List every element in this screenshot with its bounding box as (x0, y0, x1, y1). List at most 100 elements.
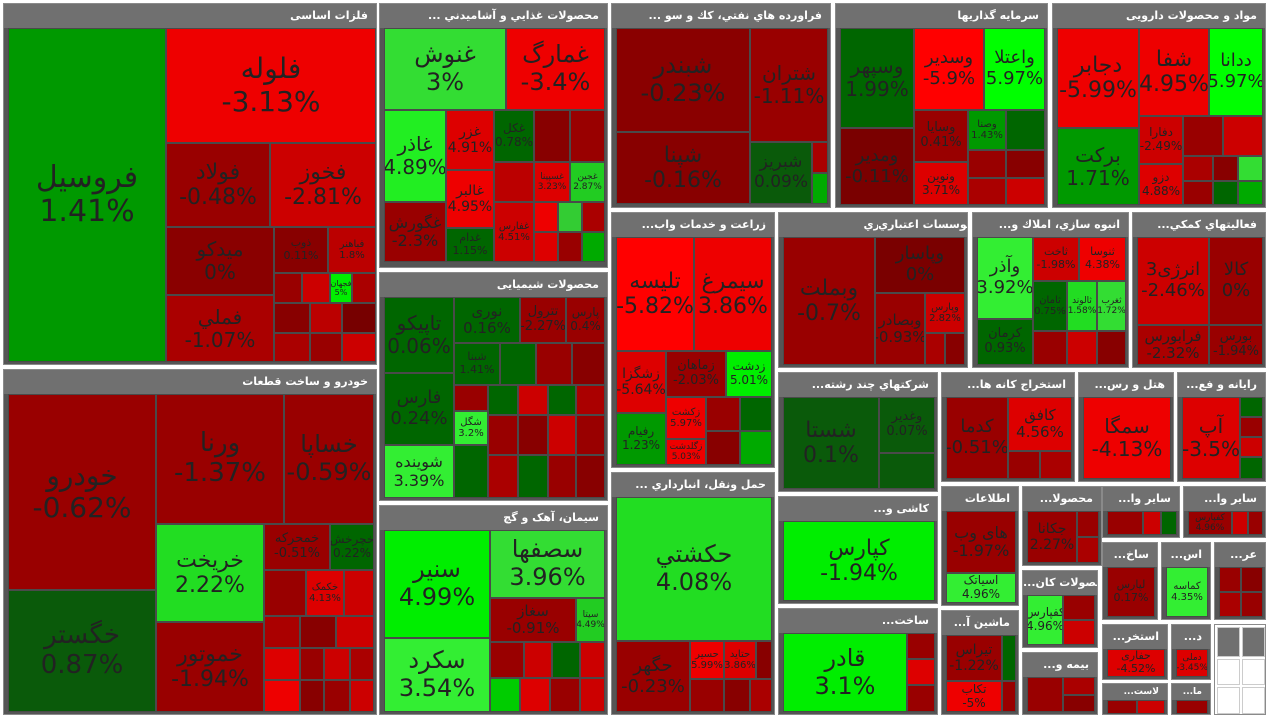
tile-zdasht[interactable]: زدشت 5.01% (726, 351, 772, 397)
tile-hafari[interactable]: حفاری -4.52% (1107, 649, 1165, 677)
small-tile[interactable] (576, 415, 605, 455)
small-tile[interactable] (1008, 451, 1040, 479)
tile-bourse[interactable]: بورس -1.94% (1209, 325, 1263, 365)
tile-ghader[interactable]: کفپارس 4.96% (1027, 595, 1063, 645)
tile-vapasar[interactable]: وپاسار 0% (875, 237, 965, 293)
tile-htayd[interactable]: حتاید 3.86% (724, 641, 756, 679)
tile-midko[interactable]: میدکو 0% (166, 227, 274, 295)
tile-dmeli[interactable]: دملی -3.45% (1176, 649, 1208, 677)
tile-kadma[interactable]: کدما -0.51% (946, 397, 1008, 479)
small-tile[interactable] (1241, 567, 1263, 592)
tile-vaghadir[interactable]: وغدیر 0.07% (879, 397, 935, 453)
small-tile[interactable] (945, 333, 965, 365)
tile-vanovin[interactable]: ونوین 3.71% (914, 162, 968, 205)
small-tile[interactable] (536, 343, 572, 385)
small-tile[interactable] (324, 680, 350, 712)
small-tile[interactable] (740, 431, 772, 465)
tiny-cell[interactable] (1242, 627, 1265, 657)
tile-tiras[interactable]: تیراس -1.22% (946, 635, 1002, 681)
tile-ghfars[interactable]: غفارس 4.51% (494, 202, 534, 262)
small-tile[interactable] (274, 333, 310, 362)
small-tile[interactable] (1240, 457, 1263, 479)
tile-sita[interactable]: سیتا 4.49% (576, 598, 605, 642)
tile-asiatek[interactable]: اسیاتک 4.96% (946, 573, 1016, 603)
small-tile[interactable] (1213, 181, 1238, 205)
small-tile[interactable] (1238, 181, 1263, 205)
small-tile[interactable] (1248, 511, 1263, 535)
small-tile[interactable] (756, 641, 772, 679)
small-tile[interactable] (264, 680, 300, 712)
tile-saman[interactable]: ثامان 0.75% (1033, 281, 1067, 331)
tile-dadana[interactable]: ددانا 5.97% (1209, 28, 1263, 116)
small-tile[interactable] (1006, 178, 1045, 205)
small-tile[interactable] (1219, 567, 1241, 592)
small-tile[interactable] (907, 633, 935, 659)
small-tile[interactable] (1040, 451, 1072, 479)
small-tile[interactable] (1027, 677, 1063, 712)
small-tile[interactable] (454, 385, 488, 411)
small-tile[interactable] (740, 397, 772, 431)
small-tile[interactable] (518, 455, 548, 498)
small-tile[interactable] (488, 385, 518, 415)
small-tile[interactable] (518, 385, 548, 415)
small-tile[interactable] (310, 303, 342, 333)
tile-kpars[interactable]: کفپارس 4.96% (1188, 511, 1232, 535)
tile-vasadir[interactable]: وسدیر -5.9% (914, 28, 984, 110)
small-tile[interactable] (812, 173, 828, 204)
tile-shabna[interactable]: شبنا 1.41% (454, 343, 500, 385)
tile-ghalbar[interactable]: غالبر 4.95% (446, 170, 494, 228)
tile-fkhooz[interactable]: فخوز -2.81% (270, 143, 376, 227)
tile-telise[interactable]: تلیسه -5.82% (616, 237, 694, 351)
small-tile[interactable] (494, 162, 534, 202)
small-tile[interactable] (300, 680, 324, 712)
tile-zmahan[interactable]: زماهان -2.03% (666, 351, 726, 397)
tile-shafa[interactable]: شفا 4.95% (1139, 28, 1209, 116)
small-tile[interactable] (1006, 150, 1045, 178)
tile-hiweb[interactable]: های وب -1.97% (946, 511, 1016, 573)
tiny-cell[interactable] (1217, 659, 1240, 685)
small-tile[interactable] (580, 678, 605, 712)
tile-energy3[interactable]: انرژی3 -2.46% (1137, 237, 1209, 325)
tile-ghakal[interactable]: غكل 0.78% (494, 110, 534, 162)
small-tile[interactable] (570, 110, 605, 162)
tile-vabmellat[interactable]: وبملت -0.7% (783, 237, 875, 365)
tile-khgostar[interactable]: خگستر 0.87% (8, 590, 156, 712)
small-tile[interactable] (558, 202, 582, 232)
small-tile[interactable] (274, 303, 310, 333)
tile-tapiko[interactable]: تاپیکو 0.06% (384, 297, 454, 373)
tile-varna[interactable]: ورنا -1.37% (156, 394, 284, 524)
tile-farabourse[interactable]: فرابورس -2.32% (1137, 325, 1209, 365)
small-tile[interactable] (1077, 511, 1099, 537)
tile-vasana[interactable]: وصنا 1.43% (968, 110, 1006, 150)
small-tile[interactable] (548, 455, 576, 498)
tile-kerman[interactable]: کرمان 0.93% (977, 319, 1033, 365)
small-tile[interactable] (750, 679, 772, 712)
tile-fjahan[interactable]: فجهان 5% (330, 273, 352, 303)
small-tile[interactable] (1002, 681, 1016, 712)
tile-hgohar[interactable]: حگهر -0.23% (616, 641, 690, 712)
small-tile[interactable] (968, 150, 1006, 178)
small-tile[interactable] (1183, 156, 1213, 181)
tile-khmoharekeh[interactable]: خمحرکه -0.51% (264, 524, 330, 570)
small-tile[interactable] (1097, 331, 1126, 365)
small-tile[interactable] (925, 333, 945, 365)
small-tile[interactable] (488, 415, 518, 455)
tile-zshgza[interactable]: زشگزا -5.64% (616, 351, 666, 413)
small-tile[interactable] (907, 659, 935, 685)
small-tile[interactable] (582, 202, 605, 232)
small-tile[interactable] (1063, 620, 1095, 645)
small-tile[interactable] (302, 273, 330, 303)
tile-kafpars[interactable]: کپارس -1.94% (783, 521, 935, 601)
tile-samga[interactable]: سمگا -4.13% (1083, 397, 1171, 479)
small-tile[interactable] (300, 616, 336, 648)
tile-kmase[interactable]: کماسه 4.35% (1166, 567, 1208, 617)
tile-hsir[interactable]: حسیر 5.99% (690, 641, 724, 679)
small-tile[interactable] (264, 616, 300, 648)
tile-fbahonar[interactable]: فباهنر 1.8% (328, 227, 376, 273)
small-tile[interactable] (550, 678, 580, 712)
small-tile[interactable] (342, 303, 376, 333)
small-tile[interactable] (488, 455, 518, 498)
tile-zob[interactable]: ذوب 0.11% (274, 227, 328, 273)
small-tile[interactable] (580, 642, 605, 678)
tiny-cell[interactable] (1242, 687, 1265, 714)
